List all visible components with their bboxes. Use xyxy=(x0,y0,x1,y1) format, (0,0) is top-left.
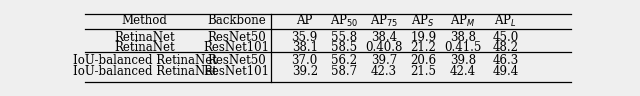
Text: RetinaNet: RetinaNet xyxy=(114,31,175,44)
Text: 0.40.8: 0.40.8 xyxy=(365,41,403,54)
Text: AP$_{50}$: AP$_{50}$ xyxy=(330,13,358,29)
Text: 35.9: 35.9 xyxy=(292,31,318,44)
Text: 39.7: 39.7 xyxy=(371,54,397,67)
Text: IoU-balanced RetinaNet: IoU-balanced RetinaNet xyxy=(72,54,216,67)
Text: 56.2: 56.2 xyxy=(332,54,357,67)
Text: 45.0: 45.0 xyxy=(492,31,518,44)
Text: 21.2: 21.2 xyxy=(410,41,436,54)
Text: 37.0: 37.0 xyxy=(292,54,318,67)
Text: Backbone: Backbone xyxy=(207,14,266,27)
Text: ResNet50: ResNet50 xyxy=(207,31,266,44)
Text: 48.2: 48.2 xyxy=(493,41,518,54)
Text: 19.9: 19.9 xyxy=(410,31,436,44)
Text: ResNet101: ResNet101 xyxy=(204,65,269,78)
Text: 46.3: 46.3 xyxy=(492,54,518,67)
Text: AP: AP xyxy=(296,14,313,27)
Text: 20.6: 20.6 xyxy=(410,54,436,67)
Text: AP$_{S}$: AP$_{S}$ xyxy=(412,13,435,29)
Text: 39.2: 39.2 xyxy=(292,65,317,78)
Text: 55.8: 55.8 xyxy=(332,31,357,44)
Text: 42.4: 42.4 xyxy=(450,65,476,78)
Text: 58.7: 58.7 xyxy=(332,65,357,78)
Text: 39.8: 39.8 xyxy=(450,54,476,67)
Text: RetinaNet: RetinaNet xyxy=(114,41,175,54)
Text: 38.1: 38.1 xyxy=(292,41,317,54)
Text: AP$_{L}$: AP$_{L}$ xyxy=(494,13,517,29)
Text: ResNet101: ResNet101 xyxy=(204,41,269,54)
Text: 21.5: 21.5 xyxy=(410,65,436,78)
Text: 38.4: 38.4 xyxy=(371,31,397,44)
Text: Method: Method xyxy=(122,14,168,27)
Text: ResNet50: ResNet50 xyxy=(207,54,266,67)
Text: IoU-balanced RetinaNet: IoU-balanced RetinaNet xyxy=(72,65,216,78)
Text: AP$_{M}$: AP$_{M}$ xyxy=(450,13,476,29)
Text: 0.41.5: 0.41.5 xyxy=(444,41,481,54)
Text: 49.4: 49.4 xyxy=(492,65,518,78)
Text: 58.5: 58.5 xyxy=(332,41,357,54)
Text: 38.8: 38.8 xyxy=(450,31,476,44)
Text: AP$_{75}$: AP$_{75}$ xyxy=(370,13,398,29)
Text: 42.3: 42.3 xyxy=(371,65,397,78)
